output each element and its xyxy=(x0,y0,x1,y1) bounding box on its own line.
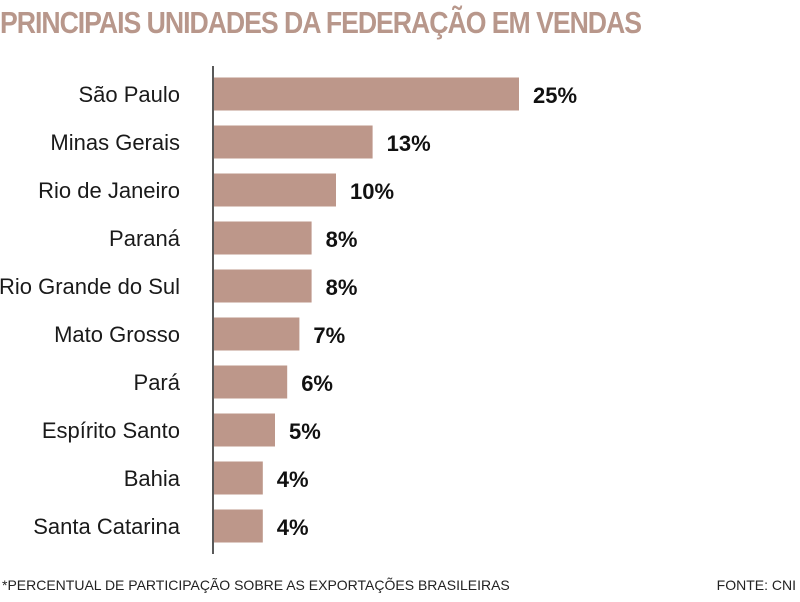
chart-title: PRINCIPAIS UNIDADES DA FEDERAÇÃO EM VEND… xyxy=(0,5,642,40)
bar-6 xyxy=(214,365,288,399)
bar-7 xyxy=(214,413,275,447)
bars-group: São Paulo 25% Minas Gerais 13% Rio de Janeir… xyxy=(0,77,577,543)
value-label-0: 25% xyxy=(533,83,577,108)
category-label-7: Espírito Santo xyxy=(42,418,180,443)
bar-8 xyxy=(214,461,263,495)
bar-0 xyxy=(214,77,519,111)
value-label-6: 6% xyxy=(301,371,333,396)
value-label-9: 4% xyxy=(277,515,309,540)
category-label-4: Rio Grande do Sul xyxy=(0,274,180,299)
bar-5 xyxy=(214,317,300,351)
value-label-3: 8% xyxy=(326,227,358,252)
value-label-7: 5% xyxy=(289,419,321,444)
value-label-1: 13% xyxy=(387,131,431,156)
category-label-3: Paraná xyxy=(109,226,181,251)
category-label-1: Minas Gerais xyxy=(50,130,180,155)
category-label-0: São Paulo xyxy=(78,82,180,107)
value-label-2: 10% xyxy=(350,179,394,204)
bar-9 xyxy=(214,509,263,543)
bar-4 xyxy=(214,269,312,303)
value-label-4: 8% xyxy=(326,275,358,300)
category-label-2: Rio de Janeiro xyxy=(38,178,180,203)
category-label-8: Bahia xyxy=(124,466,181,491)
bar-2 xyxy=(214,173,336,207)
value-label-8: 4% xyxy=(277,467,309,492)
bar-1 xyxy=(214,125,373,159)
bar-3 xyxy=(214,221,312,255)
footnote: *PERCENTUAL DE PARTICIPAÇÃO SOBRE AS EXP… xyxy=(2,577,510,593)
category-label-9: Santa Catarina xyxy=(33,514,181,539)
category-label-6: Pará xyxy=(134,370,181,395)
category-label-5: Mato Grosso xyxy=(54,322,180,347)
source-credit: FONTE: CNI xyxy=(716,577,796,593)
value-label-5: 7% xyxy=(313,323,345,348)
